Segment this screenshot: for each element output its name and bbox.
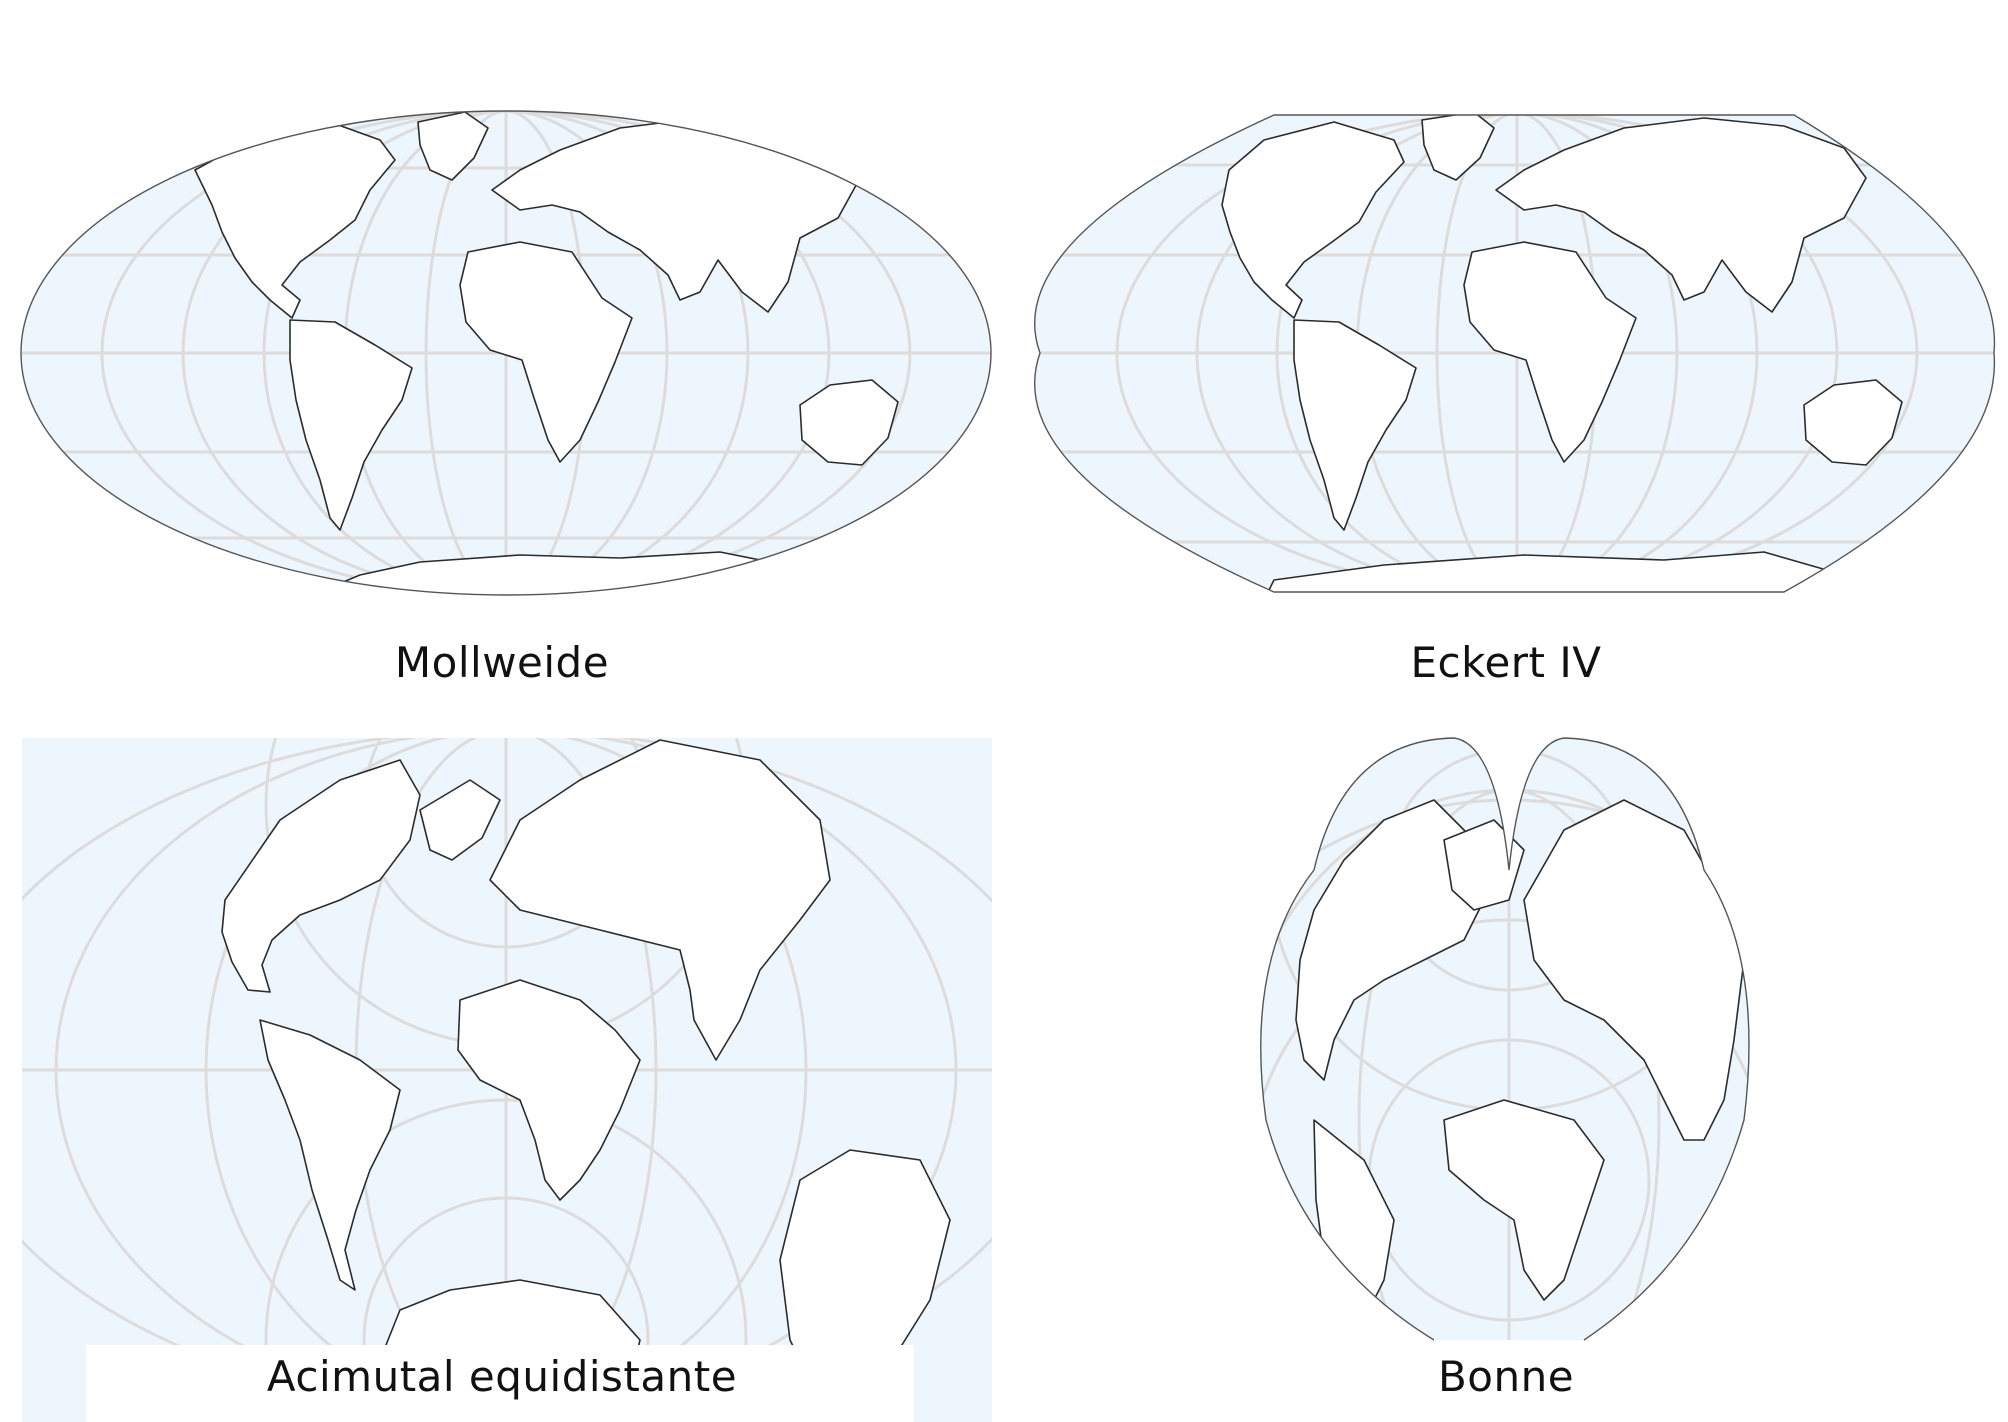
- australia: [799, 379, 899, 466]
- map-title-azimuthal: Acimutal equidistante: [266, 1352, 738, 1401]
- africa: [457, 979, 641, 1201]
- greenland: [1443, 819, 1525, 911]
- map-border: [1034, 114, 1996, 593]
- landmasses: [1221, 115, 1903, 592]
- map-title-eckert: Eckert IV: [1410, 638, 1602, 687]
- landmasses: [1295, 799, 1745, 1340]
- europe-asia: [489, 739, 831, 1061]
- graticule: [1260, 738, 1749, 1340]
- greenland: [417, 111, 489, 181]
- africa: [1463, 241, 1637, 463]
- australia: [1803, 379, 1903, 466]
- south-america: [1293, 319, 1417, 531]
- map-border: [20, 110, 992, 596]
- north-america: [1221, 121, 1405, 319]
- south-america: [289, 319, 413, 531]
- antarctica: [1263, 551, 1845, 592]
- north-america: [221, 759, 421, 993]
- map-border: [1313, 737, 1750, 1341]
- greenland: [419, 779, 501, 861]
- africa: [1443, 1099, 1605, 1301]
- australia: [779, 1149, 951, 1401]
- bonne-map: [1260, 737, 1750, 1341]
- europe-asia: [1523, 799, 1745, 1141]
- azimuthal-map: [22, 738, 992, 1422]
- map-panel-eckert: Eckert IV: [1004, 0, 2008, 700]
- landmasses: [194, 111, 899, 595]
- map-panel-bonne: Bonne: [1004, 700, 2008, 1422]
- south-america: [259, 1019, 401, 1291]
- eckert-map: [1034, 114, 1996, 593]
- map-border-left: [1260, 869, 1435, 1341]
- africa: [459, 241, 633, 463]
- europe-asia: [1495, 117, 1867, 313]
- greenland: [1421, 115, 1495, 181]
- mollweide-map: [20, 110, 992, 596]
- caption-background: [86, 1345, 914, 1422]
- north-america: [194, 121, 396, 319]
- north-america: [1295, 799, 1485, 1081]
- map-panel-azimuthal: Acimutal equidistante: [0, 700, 1004, 1422]
- map-panel-mollweide: Mollweide: [0, 0, 1004, 700]
- map-title-mollweide: Mollweide: [394, 638, 610, 687]
- map-title-bonne: Bonne: [1437, 1352, 1575, 1401]
